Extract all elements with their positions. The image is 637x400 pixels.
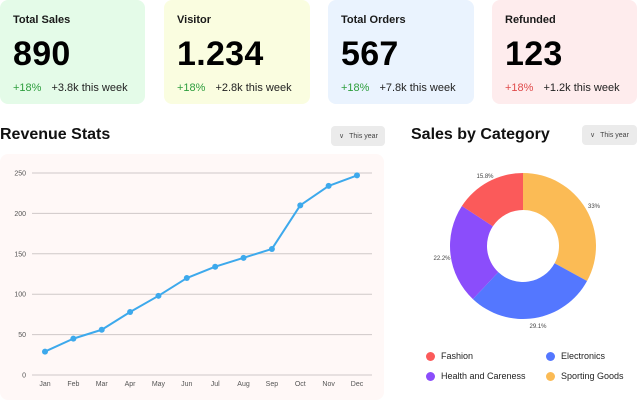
stat-label: Total Sales <box>13 14 71 26</box>
stat-card-visitor: Visitor 1.234 +18% +2.8k this week <box>164 0 310 104</box>
data-point[interactable] <box>212 263 219 270</box>
data-point[interactable] <box>42 348 48 355</box>
stat-percent: +18% <box>341 82 370 94</box>
x-tick-label: Jun <box>181 381 192 388</box>
data-point[interactable] <box>240 254 247 261</box>
data-point[interactable] <box>98 326 105 333</box>
legend-item-sporting: Sporting Goods <box>546 371 624 381</box>
slice-percent-label: 29.1% <box>529 324 547 330</box>
x-tick-label: May <box>152 381 166 388</box>
stat-percent: +18% <box>505 82 534 94</box>
x-tick-label: Oct <box>295 381 306 388</box>
donut-slice[interactable] <box>523 173 596 282</box>
legend-item-health: Health and Careness <box>426 371 526 381</box>
stat-value: 123 <box>505 35 563 73</box>
stat-label: Refunded <box>505 14 556 26</box>
stat-note: +3.8k this week <box>51 82 128 94</box>
data-point[interactable] <box>183 275 190 282</box>
data-point[interactable] <box>268 245 275 252</box>
revenue-line-chart: 0 50 100 150 200 250 Jan Feb Mar Apr May Jun Jul Aug S… <box>14 171 372 388</box>
x-tick-label: Mar <box>96 381 109 388</box>
stat-note: +1.2k this week <box>543 82 620 94</box>
legend-dot <box>546 351 555 361</box>
x-tick-label: Apr <box>125 381 137 388</box>
stat-percent: +18% <box>13 82 42 94</box>
legend-label: Health and Careness <box>441 371 526 381</box>
x-tick-label: Dec <box>351 381 364 388</box>
stat-label: Total Orders <box>341 14 406 26</box>
legend-label: Fashion <box>441 351 474 361</box>
x-tick-label: Jan <box>39 381 50 388</box>
legend-label: Electronics <box>561 351 606 361</box>
chevron-down-icon: ∨ <box>590 132 596 139</box>
legend-item-electronics: Electronics <box>546 351 605 361</box>
x-tick-label: Feb <box>67 381 79 388</box>
stat-value: 890 <box>13 35 71 73</box>
stat-card-total-sales: Total Sales 890 +18% +3.8k this week <box>0 0 145 104</box>
stat-card-total-orders: Total Orders 567 +18% +7.8k this week <box>328 0 474 104</box>
category-period-dropdown[interactable]: ∨ This year <box>582 125 637 145</box>
x-tick-label: Sep <box>266 381 279 388</box>
stat-percent: +18% <box>177 82 206 94</box>
legend-dot <box>426 371 435 381</box>
x-tick-label: Jul <box>211 381 220 388</box>
slice-percent-label: 22.2% <box>433 256 451 262</box>
category-donut-chart: 33% 29.1% 22.2% 15.8% <box>433 173 601 330</box>
revenue-chart-panel: 0 50 100 150 200 250 Jan Feb Mar Apr May Jun Jul Aug S… <box>0 154 384 400</box>
y-tick-label: 50 <box>18 332 26 339</box>
stat-value: 567 <box>341 35 399 73</box>
stat-note: +7.8k this week <box>379 82 456 94</box>
revenue-period-dropdown[interactable]: ∨ This year <box>331 126 385 146</box>
revenue-period-label: This year <box>349 132 378 140</box>
x-tick-label: Aug <box>237 381 250 388</box>
data-point[interactable] <box>297 202 304 209</box>
category-period-label: This year <box>600 131 629 139</box>
donut-slice[interactable] <box>472 263 588 319</box>
data-point[interactable] <box>325 182 332 189</box>
stat-value: 1.234 <box>177 35 264 73</box>
legend-item-fashion: Fashion <box>426 351 473 361</box>
stat-label: Visitor <box>177 14 212 26</box>
revenue-title: Revenue Stats <box>0 126 111 143</box>
data-point[interactable] <box>354 172 360 179</box>
data-point[interactable] <box>155 292 162 299</box>
slice-percent-label: 33% <box>588 204 601 210</box>
data-point[interactable] <box>70 335 77 342</box>
donut-slice[interactable] <box>450 206 499 300</box>
stat-card-refunded: Refunded 123 +18% +1.2k this week <box>492 0 637 104</box>
legend-dot <box>426 351 435 361</box>
y-tick-label: 150 <box>14 251 26 258</box>
y-tick-label: 0 <box>22 373 26 380</box>
y-tick-label: 250 <box>14 171 26 178</box>
legend-label: Sporting Goods <box>561 371 624 381</box>
y-tick-label: 100 <box>14 292 26 299</box>
slice-percent-label: 15.8% <box>476 174 494 180</box>
category-title: Sales by Category <box>411 126 550 143</box>
stat-note: +2.8k this week <box>215 82 292 94</box>
legend-dot <box>546 371 555 381</box>
revenue-series-line <box>44 174 358 353</box>
donut-slice[interactable] <box>461 173 523 227</box>
data-point[interactable] <box>127 308 134 315</box>
chevron-down-icon: ∨ <box>339 133 345 140</box>
x-tick-label: Nov <box>322 381 335 388</box>
y-tick-label: 200 <box>14 211 26 218</box>
